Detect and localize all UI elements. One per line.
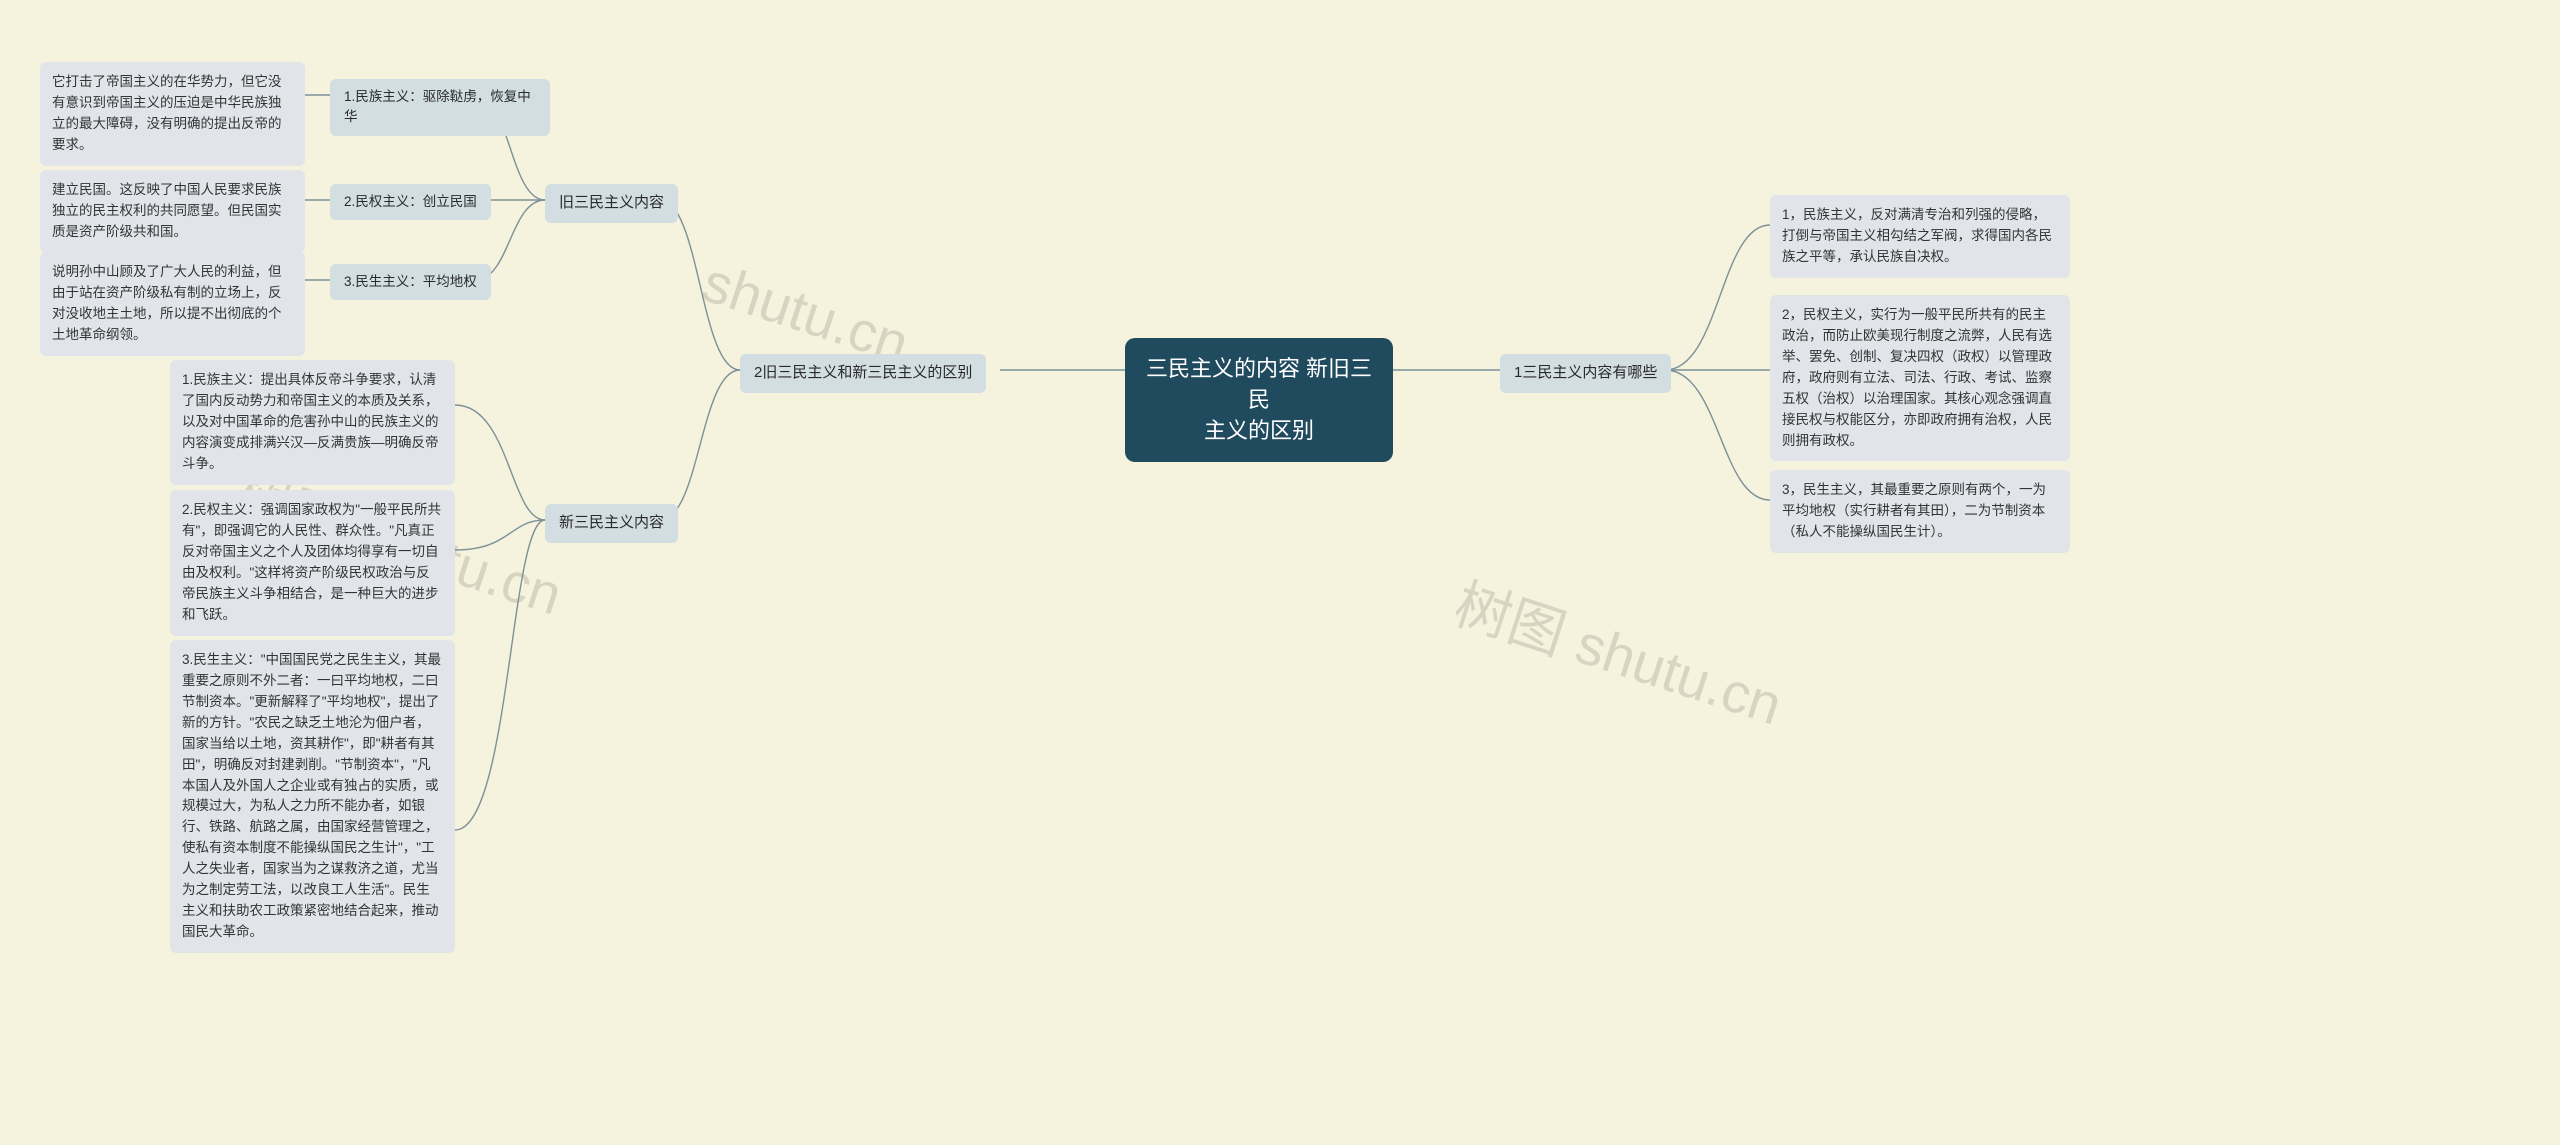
old-detail-1: 它打击了帝国主义的在华势力，但它没有意识到帝国主义的压迫是中华民族独立的最大障碍… (40, 62, 305, 166)
old-label-1: 1.民族主义：驱除鞑虏，恢复中华 (330, 79, 550, 136)
left-branch: 2旧三民主义和新三民主义的区别 (740, 354, 986, 393)
center-line2: 主义的区别 (1145, 416, 1373, 447)
new-item-3: 3.民生主义："中国国民党之民生主义，其最重要之原则不外二者：一曰平均地权，二曰… (170, 640, 455, 953)
new-title: 新三民主义内容 (545, 504, 678, 543)
right-branch: 1三民主义内容有哪些 (1500, 354, 1671, 393)
old-title: 旧三民主义内容 (545, 184, 678, 223)
center-line1: 三民主义的内容 新旧三民 (1145, 354, 1373, 416)
watermark: 树图 shutu.cn (1446, 560, 1794, 742)
old-detail-3: 说明孙中山顾及了广大人民的利益，但由于站在资产阶级私有制的立场上，反对没收地主土… (40, 252, 305, 356)
right-item-2: 2，民权主义，实行为一般平民所共有的民主政治，而防止欧美现行制度之流弊，人民有选… (1770, 295, 2070, 461)
old-label-2: 2.民权主义：创立民国 (330, 184, 491, 220)
old-label-3: 3.民生主义：平均地权 (330, 264, 491, 300)
center-node: 三民主义的内容 新旧三民 主义的区别 (1125, 338, 1393, 462)
new-item-1: 1.民族主义：提出具体反帝斗争要求，认清了国内反动势力和帝国主义的本质及关系，以… (170, 360, 455, 485)
old-detail-2: 建立民国。这反映了中国人民要求民族独立的民主权利的共同愿望。但民国实质是资产阶级… (40, 170, 305, 253)
new-item-2: 2.民权主义：强调国家政权为"一般平民所共有"，即强调它的人民性、群众性。"凡真… (170, 490, 455, 636)
right-item-3: 3，民生主义，其最重要之原则有两个，一为平均地权（实行耕者有其田），二为节制资本… (1770, 470, 2070, 553)
right-item-1: 1，民族主义，反对满清专治和列强的侵略，打倒与帝国主义相勾结之军阀，求得国内各民… (1770, 195, 2070, 278)
